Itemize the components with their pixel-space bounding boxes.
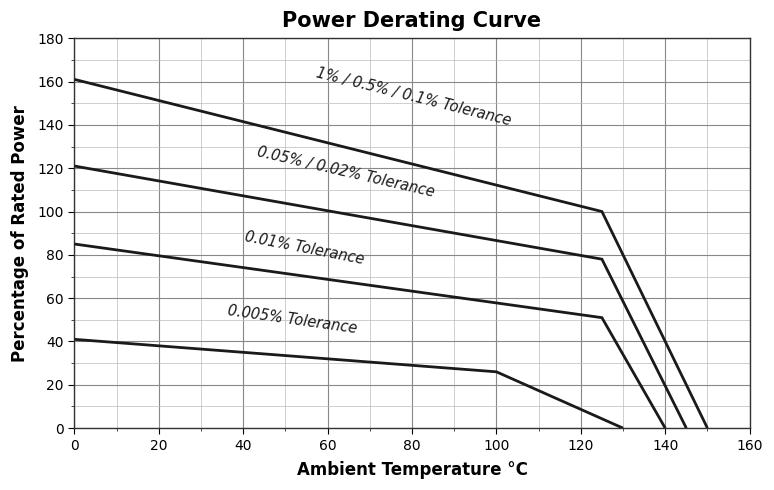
Text: 1% / 0.5% / 0.1% Tolerance: 1% / 0.5% / 0.1% Tolerance — [315, 65, 513, 128]
Y-axis label: Percentage of Rated Power: Percentage of Rated Power — [11, 105, 29, 362]
Text: 0.005% Tolerance: 0.005% Tolerance — [226, 303, 358, 336]
X-axis label: Ambient Temperature °C: Ambient Temperature °C — [296, 461, 527, 479]
Text: 0.01% Tolerance: 0.01% Tolerance — [243, 229, 365, 267]
Title: Power Derating Curve: Power Derating Curve — [283, 11, 542, 31]
Text: 0.05% / 0.02% Tolerance: 0.05% / 0.02% Tolerance — [256, 145, 437, 200]
